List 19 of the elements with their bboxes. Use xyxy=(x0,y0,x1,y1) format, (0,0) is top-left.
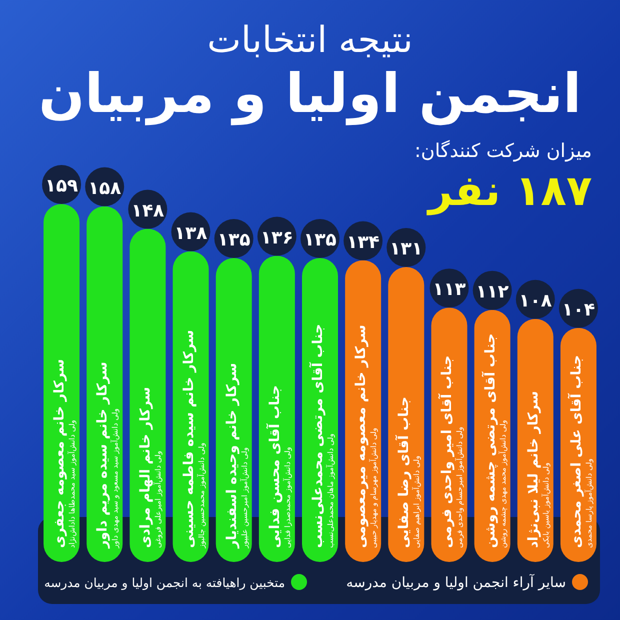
data-label: ۱۵۸ xyxy=(88,178,122,199)
data-label: ۱۳۱ xyxy=(390,238,423,260)
data-label: ۱۴۸ xyxy=(131,200,164,222)
data-label: ۱۳۶ xyxy=(260,227,294,248)
data-label: ۱۳۵ xyxy=(217,230,250,251)
data-label: ۱۱۲ xyxy=(476,281,509,302)
annotation: ۱۸۷ نفر xyxy=(426,166,592,216)
data-label: ۱۳۴ xyxy=(346,232,380,253)
data-label: ۱۳۸ xyxy=(174,222,208,244)
chart-subtitle: انجمن اولیا و مربیان xyxy=(38,62,582,126)
data-label: ۱۵۹ xyxy=(45,176,78,196)
data-label: ۱۱۳ xyxy=(432,279,466,300)
legend-label: سایر آراء انجمن اولیا و مربیان مدرسه xyxy=(346,573,566,591)
data-label: ۱۳۵ xyxy=(304,230,336,251)
legend-label: متخبین راهیافته به انجمن اولیا و مربیان مدرسه xyxy=(44,575,285,591)
data-label: ۱۰۴ xyxy=(562,299,595,320)
chart-title: نتیجه انتخابات xyxy=(207,20,413,61)
data-label: ۱۰۸ xyxy=(518,290,552,312)
text: میزان شرکت کنندگان: xyxy=(414,139,592,162)
